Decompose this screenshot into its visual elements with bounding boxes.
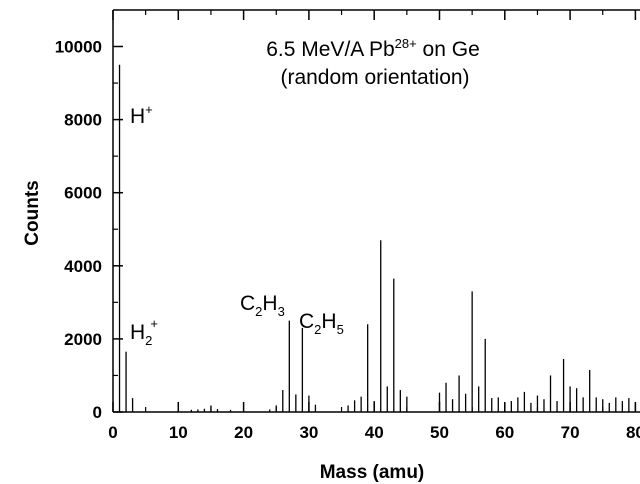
annotation-c2h3-h: H	[262, 292, 277, 315]
x-tick-label: 10	[169, 423, 188, 442]
x-tick-label: 40	[365, 423, 384, 442]
annotation-c2h5-h-sub: 5	[337, 322, 344, 337]
annotation-c2h3-c: C	[240, 292, 255, 315]
y-tick-label: 6000	[64, 184, 102, 203]
y-tick-label: 8000	[64, 111, 102, 130]
annotation-h2-plus: H2 +	[130, 316, 158, 348]
chart-title-line1: 6.5 MeV/A Pb28+ on Ge	[266, 36, 480, 61]
x-tick-label: 30	[299, 423, 318, 442]
annotation-c2h5: C2H5	[299, 310, 344, 337]
annotation-c2h3-c-sub: 2	[255, 304, 262, 319]
title-superscript: 28+	[395, 36, 417, 51]
annotation-h2-plus-sub: 2	[145, 333, 152, 348]
y-tick-label: 4000	[64, 257, 102, 276]
y-tick-label: 2000	[64, 330, 102, 349]
annotation-h-plus: H+	[130, 102, 153, 128]
tick-labels: 0 10 20 30 40 50 60 70 80 0 2000 4000 6000 8000 10000	[55, 38, 640, 443]
y-tick-label: 0	[93, 403, 102, 422]
annotation-c2h5-c-sub: 2	[314, 322, 321, 337]
annotation-c2h3: C2H3	[240, 292, 285, 319]
annotation-h-plus-base: H	[130, 105, 145, 128]
annotation-h2-plus-sup: +	[150, 316, 158, 331]
title-main: 6.5 MeV/A Pb	[266, 38, 394, 61]
y-tick-label: 10000	[55, 38, 102, 57]
annotation-c2h3-h-sub: 3	[278, 304, 285, 319]
title-tail: on Ge	[417, 38, 480, 61]
spectrum-peaks	[118, 64, 637, 412]
annotation-h2-plus-base: H	[130, 321, 145, 344]
x-tick-label: 60	[495, 423, 514, 442]
x-tick-label: 50	[430, 423, 449, 442]
axes	[112, 9, 640, 413]
chart-title-line2: (random orientation)	[280, 66, 469, 89]
x-tick-label: 80	[626, 423, 640, 442]
annotation-c2h5-c: C	[299, 310, 314, 333]
x-tick-label: 0	[108, 423, 117, 442]
x-tick-label: 70	[561, 423, 580, 442]
annotation-c2h5-h: H	[321, 310, 336, 333]
annotation-h-plus-sup: +	[145, 102, 153, 117]
y-axis-title: Counts	[22, 180, 43, 245]
x-axis-title: Mass (amu)	[320, 462, 425, 483]
x-tick-label: 20	[234, 423, 253, 442]
